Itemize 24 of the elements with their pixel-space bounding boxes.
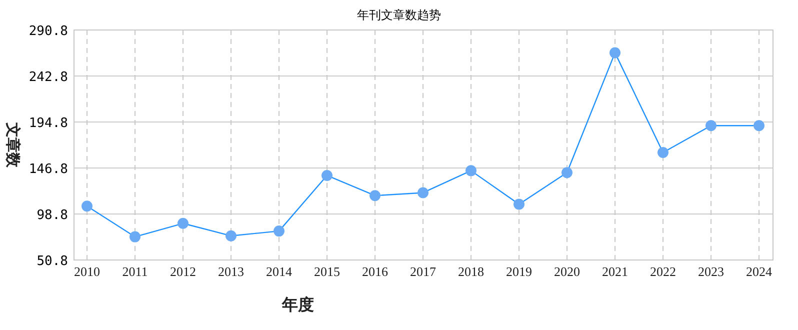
x-tick-label: 2017 [410, 264, 436, 279]
x-tick-label: 2018 [458, 264, 484, 279]
x-tick-label: 2023 [698, 264, 724, 279]
x-tick-label: 2014 [266, 264, 292, 279]
y-tick-label: 50.8 [36, 254, 68, 269]
x-tick-label: 2022 [650, 264, 676, 279]
chart-title: 年刊文章数趋势 [357, 8, 441, 22]
x-tick-label: 2012 [170, 264, 196, 279]
y-tick-label: 242.8 [28, 70, 68, 85]
y-tick-label: 194.8 [28, 116, 68, 131]
y-tick-label: 290.8 [28, 24, 68, 39]
x-tick-label: 2016 [362, 264, 388, 279]
y-tick-label: 98.8 [36, 208, 68, 223]
x-tick-label: 2024 [746, 264, 772, 279]
x-tick-label: 2019 [506, 264, 532, 279]
x-tick-label: 2013 [218, 264, 244, 279]
x-tick-label: 2011 [122, 264, 148, 279]
x-tick-label: 2015 [314, 264, 340, 279]
x-tick-label: 2020 [554, 264, 580, 279]
x-axis-title: 年度 [281, 295, 314, 314]
y-tick-label: 146.8 [28, 162, 68, 177]
y-axis-title: 文章数 [4, 122, 22, 168]
x-tick-label: 2021 [602, 264, 628, 279]
x-tick-label: 2010 [74, 264, 100, 279]
